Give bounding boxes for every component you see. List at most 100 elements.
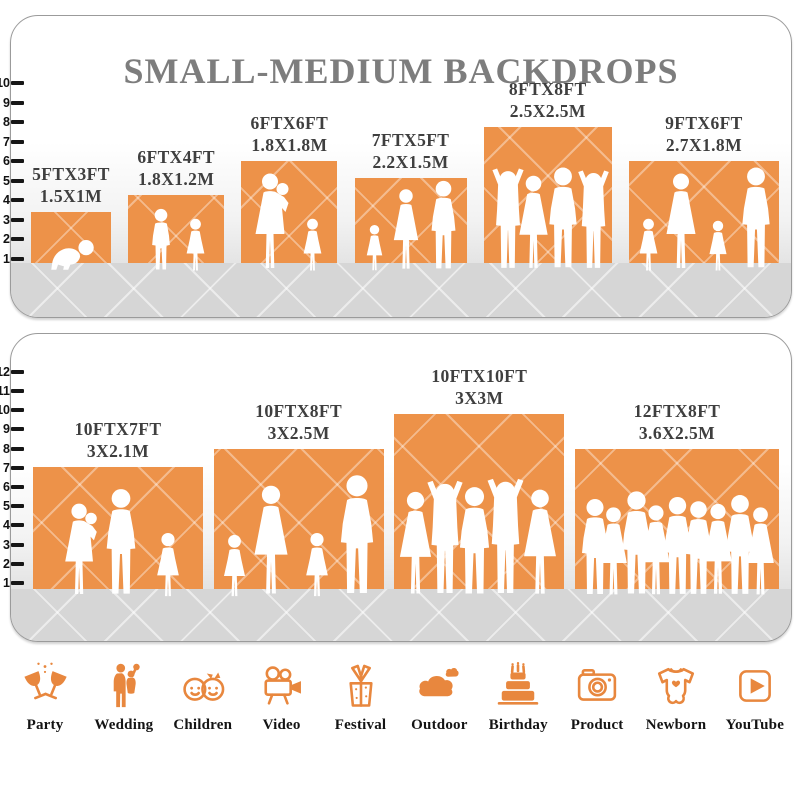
category-label: Outdoor — [411, 717, 468, 733]
tick-label: 8 — [3, 441, 10, 456]
backdrop-size-label: 5FTX3FT 1.5X1M — [32, 164, 110, 206]
backdrop-rect — [628, 161, 779, 271]
backdrop-row-top: 5FTX3FT 1.5X1M 6FTX4FT 1.8X1.2M — [31, 79, 779, 271]
tick-label: 9 — [3, 422, 10, 437]
category-label: Video — [262, 717, 301, 733]
tick-label: 4 — [3, 193, 10, 207]
backdrop-size-label: 10FTX7FT 3X2.1M — [74, 419, 162, 461]
category-label: Birthday — [488, 717, 548, 733]
people-silhouette — [51, 239, 94, 270]
backdrop-5x3ft: 5FTX3FT 1.5X1M — [31, 164, 111, 270]
category-outdoor: Outdoor — [400, 660, 478, 734]
backdrop-rect — [354, 178, 467, 271]
video-icon — [264, 666, 301, 705]
category-row: Party Wedding — [6, 660, 794, 734]
category-youtube: YouTube — [716, 660, 794, 734]
backdrop-rect — [483, 127, 612, 268]
category-video: Video — [243, 660, 321, 734]
panel-large: 10FTX7FT 3X2.1M 10FTX8FT 3X2.5M — [10, 333, 792, 642]
backdrop-10x7ft: 10FTX7FT 3X2.1M — [33, 419, 203, 597]
wedding-icon — [113, 663, 140, 708]
tick-label: 1 — [3, 576, 10, 590]
ground-strip — [11, 263, 791, 317]
tick-label: 3 — [3, 537, 10, 552]
outdoor-icon — [419, 667, 459, 697]
backdrop-rect — [213, 449, 384, 597]
tick-label: 2 — [3, 232, 10, 246]
backdrop-8x8ft: 8FTX8FT 2.5X2.5M — [483, 79, 612, 268]
backdrop-size-label: 12FTX8FT 3.6X2.5M — [633, 401, 721, 443]
tick-label: 2 — [3, 556, 10, 571]
backdrop-size-label: 9FTX6FT 2.7X1.8M — [665, 113, 743, 155]
category-festival: Festival — [322, 660, 400, 734]
backdrop-rect — [574, 449, 779, 595]
youtube-icon — [738, 670, 771, 702]
category-label: Children — [173, 717, 233, 733]
tick-label: 10 — [0, 76, 10, 90]
tick-label: 12 — [0, 364, 10, 379]
category-product: Product — [558, 660, 636, 734]
category-label: Product — [570, 717, 624, 733]
people-silhouette — [639, 167, 770, 271]
tick-label: 6 — [3, 154, 10, 168]
tick-label: 10 — [0, 403, 10, 418]
tick-label: 4 — [3, 518, 10, 533]
category-wedding: Wedding — [85, 660, 163, 734]
backdrop-rect — [31, 212, 111, 270]
tick-label: 5 — [3, 499, 10, 514]
category-party: Party — [6, 660, 84, 734]
tick-label: 7 — [3, 134, 10, 149]
people-silhouette — [223, 475, 373, 597]
people-silhouette — [65, 489, 179, 597]
people-silhouette — [581, 491, 774, 595]
product-icon — [577, 668, 617, 701]
category-label: Festival — [334, 717, 387, 733]
people-silhouette — [255, 173, 322, 271]
category-label: Party — [26, 717, 64, 733]
tick-label: 7 — [3, 460, 10, 475]
tick-label: 9 — [3, 95, 10, 110]
backdrop-size-label: 10FTX8FT 3X2.5M — [255, 401, 343, 443]
backdrop-rect — [33, 467, 203, 597]
backdrop-rect — [394, 414, 565, 594]
backdrop-row-bottom: 10FTX7FT 3X2.1M 10FTX8FT 3X2.5M — [33, 366, 779, 597]
people-silhouette — [366, 180, 456, 271]
people-silhouette — [152, 208, 205, 271]
backdrop-6x4ft: 6FTX4FT 1.8X1.2M — [128, 147, 225, 271]
category-label: Wedding — [94, 717, 154, 733]
tick-label: 5 — [3, 173, 10, 188]
tick-label: 3 — [3, 212, 10, 227]
category-birthday: Birthday — [479, 660, 557, 734]
backdrop-12x8ft: 12FTX8FT 3.6X2.5M — [574, 401, 779, 595]
backdrop-10x10ft: 10FTX10FT 3X3M — [394, 366, 565, 594]
festival-icon — [348, 664, 373, 707]
people-silhouette — [400, 478, 557, 594]
backdrop-size-label: 7FTX5FT 2.2X1.5M — [371, 130, 450, 172]
category-newborn: Newborn — [637, 660, 715, 734]
party-icon — [24, 662, 67, 700]
backdrop-10x8ft: 10FTX8FT 3X2.5M — [213, 401, 384, 597]
people-silhouette — [492, 167, 609, 268]
backdrop-size-label: 10FTX10FT 3X3M — [431, 366, 528, 408]
panel-small-medium: SMALL-MEDIUM BACKDROPS 5FTX3FT 1.5X1M 6F… — [10, 15, 792, 318]
tick-label: 8 — [3, 115, 10, 129]
backdrop-9x6ft: 9FTX6FT 2.7X1.8M — [628, 113, 779, 271]
backdrop-size-label: 6FTX4FT 1.8X1.2M — [137, 147, 216, 189]
category-children: Children — [164, 660, 242, 734]
category-label: YouTube — [725, 717, 785, 733]
page-title: SMALL-MEDIUM BACKDROPS — [123, 51, 679, 92]
tick-label: 6 — [3, 480, 10, 494]
backdrop-6x6ft: 6FTX6FT 1.8X1.8M — [241, 113, 338, 271]
category-label: Newborn — [645, 717, 707, 733]
ground-strip — [11, 589, 791, 641]
tick-label: 1 — [3, 251, 10, 266]
backdrop-size-label: 8FTX8FT 2.5X2.5M — [508, 79, 587, 121]
backdrop-rect — [128, 195, 225, 271]
backdrop-rect — [241, 161, 338, 271]
backdrop-7x5ft: 7FTX5FT 2.2X1.5M — [354, 130, 467, 271]
newborn-icon — [657, 667, 695, 705]
backdrop-size-label: 6FTX6FT 1.8X1.8M — [250, 113, 329, 155]
birthday-icon — [497, 662, 539, 705]
children-icon — [183, 672, 225, 701]
